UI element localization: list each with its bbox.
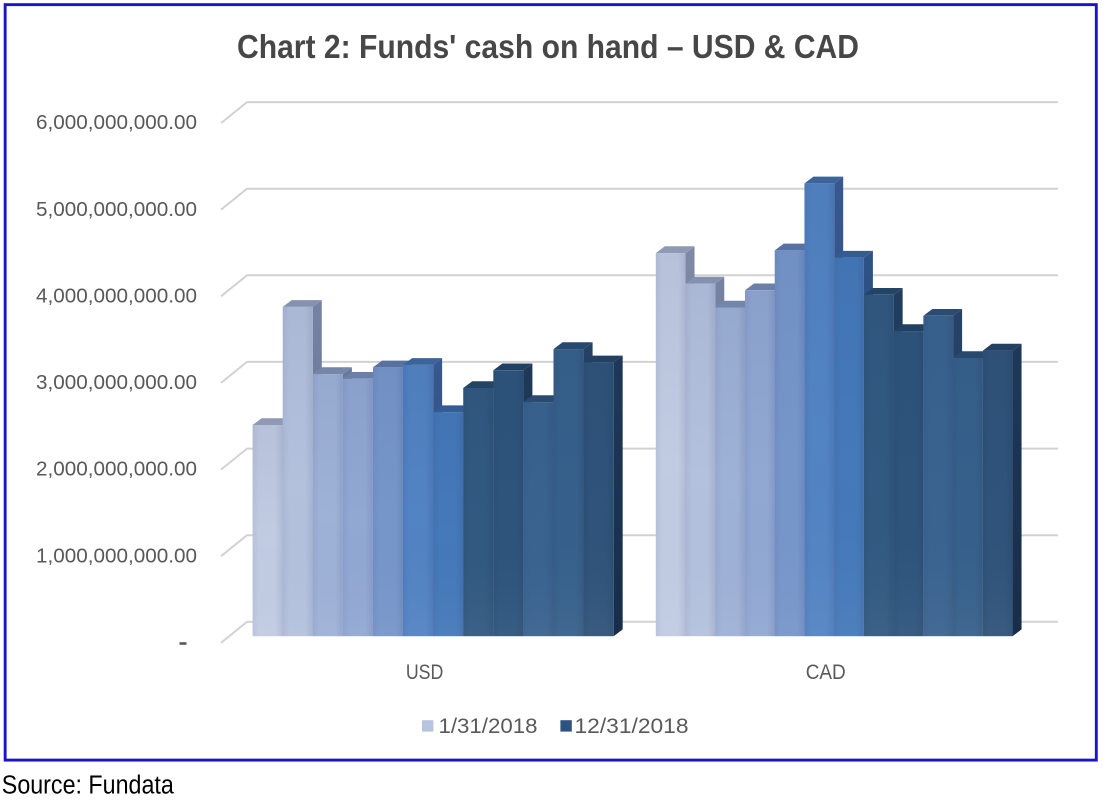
svg-text:Chart 2: Funds' cash on hand –: Chart 2: Funds' cash on hand – USD & CAD bbox=[237, 29, 859, 66]
svg-text:5,000,000,000.00: 5,000,000,000.00 bbox=[36, 198, 197, 221]
svg-text:USD: USD bbox=[406, 661, 444, 684]
svg-text:CAD: CAD bbox=[806, 661, 846, 684]
svg-text:1/31/2018: 1/31/2018 bbox=[439, 714, 538, 738]
svg-text:1,000,000,000.00: 1,000,000,000.00 bbox=[36, 544, 197, 567]
svg-text:Source: Fundata: Source: Fundata bbox=[2, 772, 175, 800]
svg-text:12/31/2018: 12/31/2018 bbox=[575, 714, 689, 738]
svg-text:4,000,000,000.00: 4,000,000,000.00 bbox=[36, 284, 197, 307]
svg-text:2,000,000,000.00: 2,000,000,000.00 bbox=[36, 458, 197, 481]
svg-text:3,000,000,000.00: 3,000,000,000.00 bbox=[36, 371, 197, 394]
svg-text:6,000,000,000.00: 6,000,000,000.00 bbox=[36, 111, 197, 134]
